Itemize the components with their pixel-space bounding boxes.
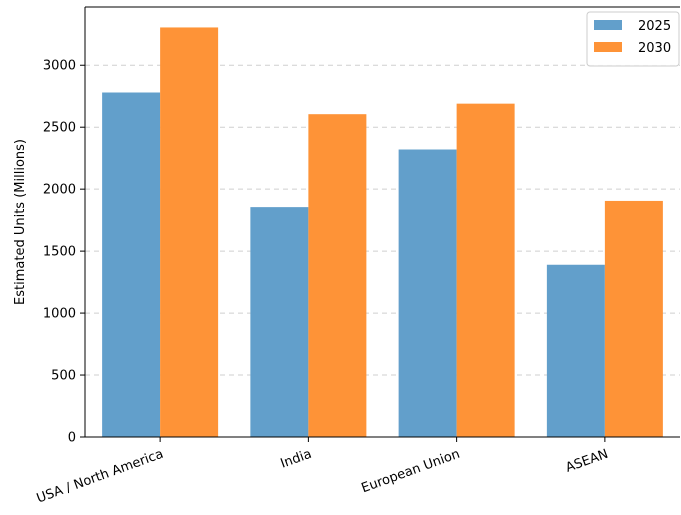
bar-2025-2 [398, 149, 457, 437]
y-tick-label: 2500 [43, 121, 76, 136]
legend-swatch-2030 [594, 42, 622, 52]
x-tick-label: European Union [359, 447, 462, 497]
legend-swatch-2025 [594, 20, 622, 30]
legend-label: 2030 [638, 41, 671, 56]
y-tick-label: 1000 [43, 307, 76, 322]
plot-frame [84, 6, 680, 438]
y-tick-label: 500 [51, 369, 76, 384]
y-tick-label: 1500 [43, 245, 76, 260]
y-tick-label: 0 [68, 431, 76, 446]
bar-2025-0 [102, 92, 161, 437]
legend: 2025 2030 [586, 11, 680, 67]
y-tick-label: 3000 [43, 59, 76, 74]
bar-2025-3 [546, 264, 605, 437]
x-tick-label: ASEAN [564, 447, 610, 476]
bars [102, 27, 663, 438]
bar-2030-3 [604, 200, 663, 437]
bar-2030-0 [160, 27, 219, 437]
y-ticks: 0 500 1000 1500 2000 2500 3000 [43, 59, 85, 446]
bar-2025-1 [250, 207, 309, 437]
bar-2030-1 [308, 114, 367, 438]
y-tick-label: 2000 [43, 183, 76, 198]
x-tick-label: USA / North America [35, 447, 166, 507]
y-axis-label: Estimated Units (Millions) [13, 139, 28, 305]
x-ticks: USA / North America India European Union AS… [35, 437, 610, 506]
legend-label: 2025 [638, 19, 671, 34]
bar-2030-2 [456, 103, 515, 438]
x-tick-label: India [279, 447, 314, 472]
